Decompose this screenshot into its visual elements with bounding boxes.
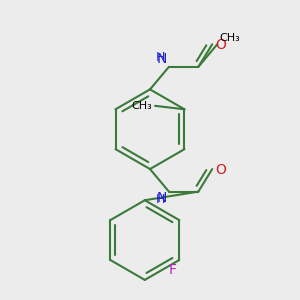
Text: H: H <box>155 193 165 206</box>
Text: F: F <box>169 263 176 278</box>
Text: CH₃: CH₃ <box>219 32 240 43</box>
Text: N: N <box>157 52 167 66</box>
Text: O: O <box>215 38 226 52</box>
Text: N: N <box>157 191 167 205</box>
Text: CH₃: CH₃ <box>131 101 152 111</box>
Text: O: O <box>215 163 226 177</box>
Text: H: H <box>155 51 165 64</box>
